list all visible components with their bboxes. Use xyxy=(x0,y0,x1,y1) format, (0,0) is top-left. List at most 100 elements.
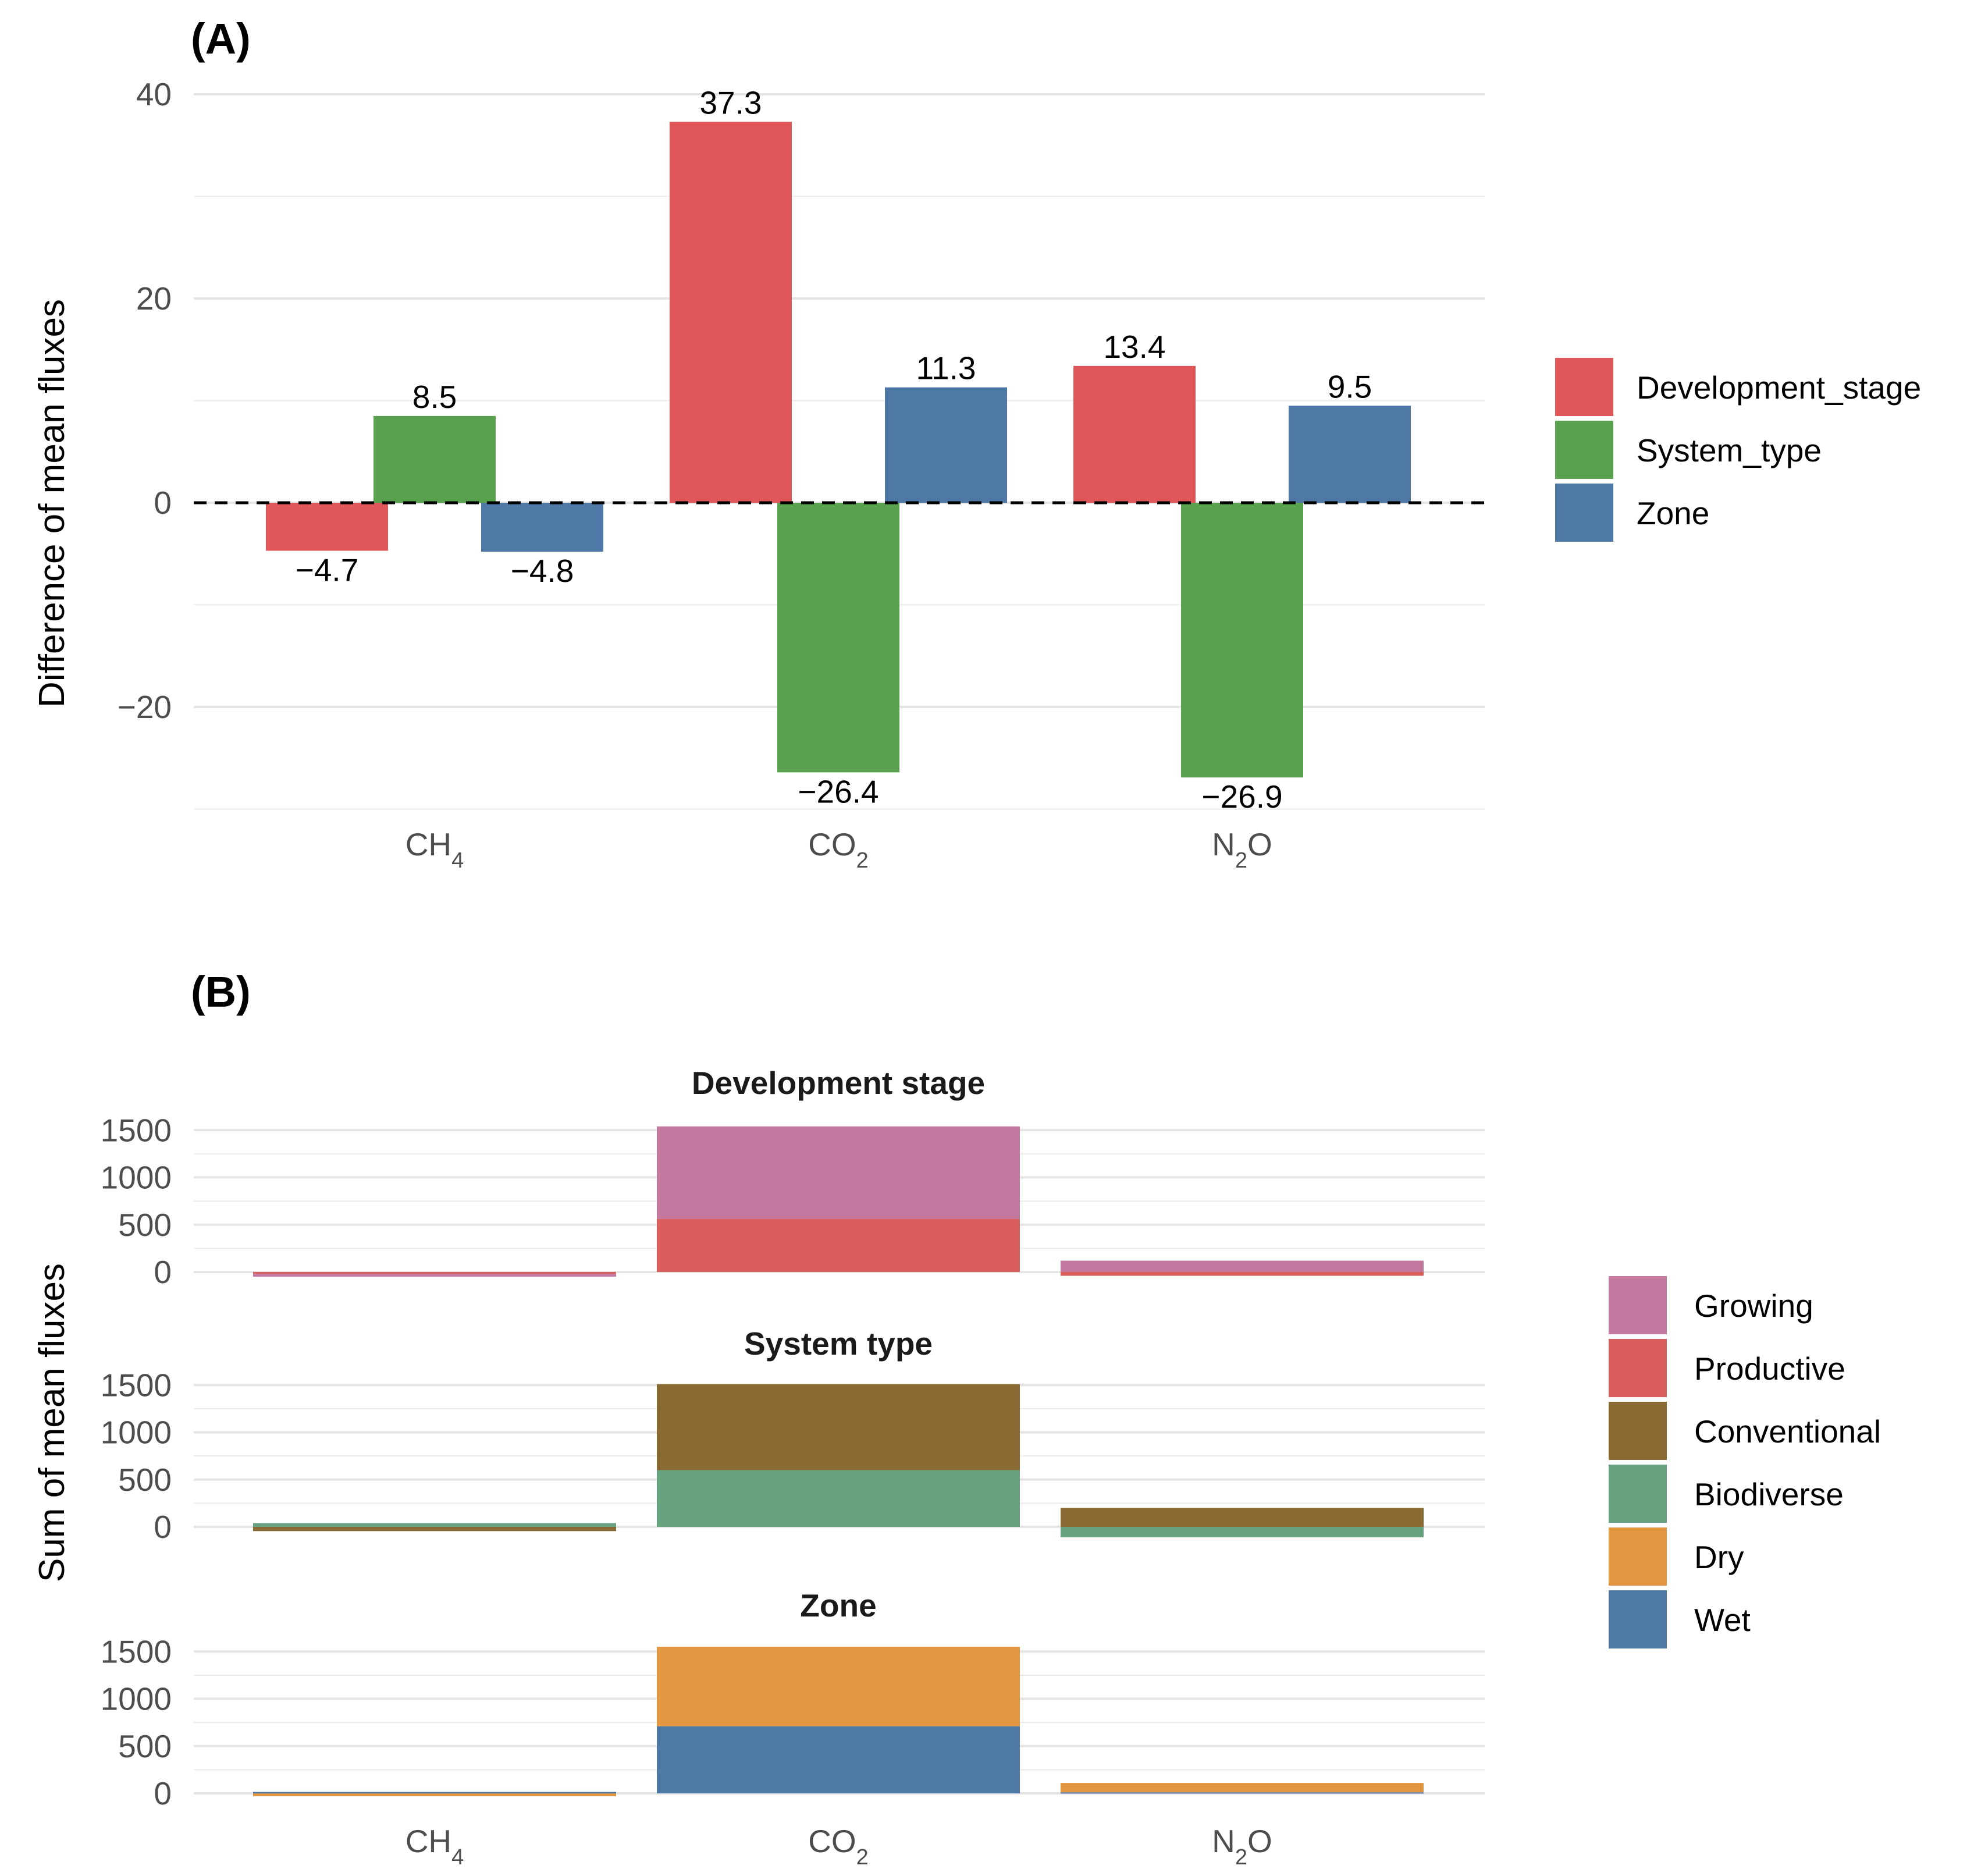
bar-zone-ch4 xyxy=(481,503,603,552)
bar-system-type-n2o xyxy=(1181,503,1303,778)
panel-a-x-tick-n2o-tail: O xyxy=(1247,826,1272,862)
panel-b-x-tick-ch4-base: CH xyxy=(406,1823,451,1859)
panel-a-x-tick-ch4: CH4 xyxy=(406,826,464,873)
stacked-bar-dry-n2o xyxy=(1061,1783,1424,1793)
panel-b-x-tick-co2: CO2 xyxy=(808,1823,869,1870)
panel-a-x-tick-n2o-base: N xyxy=(1212,826,1235,862)
panel-b-x-tick-n2o-base: N xyxy=(1212,1823,1235,1859)
panel-a-y-axis-title: Difference of mean fluxes xyxy=(32,299,72,708)
facet-zone: 0 500 1000 1500 Zone xyxy=(101,1587,1485,1811)
stacked-bar-conventional-n2o xyxy=(1061,1508,1424,1527)
panel-b-x-tick-co2-base: CO xyxy=(808,1823,856,1859)
stacked-bar-conventional-co2 xyxy=(657,1384,1020,1470)
facet-strip-title: Zone xyxy=(800,1587,876,1623)
facet-strip-title: System type xyxy=(744,1326,933,1362)
legend-key-productive xyxy=(1609,1339,1667,1397)
stacked-bar-productive-co2 xyxy=(657,1219,1020,1272)
stacked-bar-wet-n2o xyxy=(1061,1792,1424,1794)
bar-zone-n2o xyxy=(1289,406,1411,503)
stacked-bar-growing-n2o xyxy=(1061,1260,1424,1272)
panel-a-y-tick-label: 0 xyxy=(154,485,172,521)
stacked-bar-biodiverse-n2o xyxy=(1061,1527,1424,1537)
legend-label: Dry xyxy=(1694,1539,1744,1575)
stacked-bar-productive-ch4 xyxy=(253,1272,616,1274)
panel-b-y-tick-label: 0 xyxy=(154,1775,172,1811)
panel-b-x-tick-ch4: CH4 xyxy=(406,1823,464,1870)
panel-b-y-tick-label: 1500 xyxy=(101,1367,172,1403)
legend-key-wet xyxy=(1609,1590,1667,1648)
legend-key-biodiverse xyxy=(1609,1465,1667,1523)
data-label: −26.9 xyxy=(1201,779,1282,815)
bar-development-stage-co2 xyxy=(670,122,792,503)
panel-b-legend: Growing Productive Conventional Biodiverse D… xyxy=(1609,1276,1881,1648)
legend-key-growing xyxy=(1609,1276,1667,1334)
panel-a-label: (A) xyxy=(191,15,251,63)
panel-b-x-tick-ch4-subscript: 4 xyxy=(451,1845,464,1870)
legend-label: Conventional xyxy=(1694,1413,1881,1449)
panel-a-x-tick-co2: CO2 xyxy=(808,826,869,873)
panel-b-y-tick-label: 1000 xyxy=(101,1415,172,1451)
stacked-bar-wet-ch4 xyxy=(253,1792,616,1793)
facet-strip-title: Development stage xyxy=(692,1065,985,1101)
panel-b-y-tick-label: 0 xyxy=(154,1509,172,1545)
stacked-bar-growing-co2 xyxy=(657,1126,1020,1219)
legend-key-development-stage xyxy=(1555,358,1613,416)
panel-a-y-tick-label: 40 xyxy=(136,76,172,112)
panel-b-x-tick-n2o-subscript: 2 xyxy=(1235,1845,1247,1870)
panel-b-y-tick-label: 500 xyxy=(118,1462,172,1498)
bar-development-stage-n2o xyxy=(1073,365,1196,503)
panel-b-y-tick-label: 1000 xyxy=(101,1160,172,1196)
legend-label: Zone xyxy=(1637,495,1709,531)
panel-a-x-tick-n2o: N2O xyxy=(1212,826,1272,873)
panel-b-y-tick-label: 500 xyxy=(118,1207,172,1243)
facet-system-type: 0 500 1000 1500 System type xyxy=(101,1326,1485,1545)
stacked-bar-dry-ch4 xyxy=(253,1793,616,1796)
stacked-bar-biodiverse-co2 xyxy=(657,1470,1020,1527)
stacked-bar-growing-ch4 xyxy=(253,1274,616,1277)
panel-a-y-tick-label: −20 xyxy=(118,689,172,725)
bar-system-type-co2 xyxy=(777,503,899,773)
stacked-bar-conventional-ch4 xyxy=(253,1527,616,1532)
data-label: −4.8 xyxy=(511,553,574,589)
stacked-bar-wet-co2 xyxy=(657,1726,1020,1793)
panel-b-y-tick-label: 1000 xyxy=(101,1681,172,1717)
data-label: −26.4 xyxy=(798,773,878,809)
data-label: 9.5 xyxy=(1328,368,1372,404)
panel-b-x-tick-co2-subscript: 2 xyxy=(856,1845,869,1870)
legend-label: Biodiverse xyxy=(1694,1476,1844,1512)
panel-b-y-tick-label: 1500 xyxy=(101,1112,172,1148)
legend-label: System_type xyxy=(1637,432,1822,468)
panel-b-label: (B) xyxy=(191,968,251,1016)
panel-a-y-tick-label: 20 xyxy=(136,280,172,317)
panel-b-y-tick-label: 1500 xyxy=(101,1633,172,1669)
bar-development-stage-ch4 xyxy=(266,503,388,551)
legend-key-conventional xyxy=(1609,1402,1667,1460)
panel-b-y-axis-title: Sum of mean fluxes xyxy=(32,1263,72,1582)
stacked-bar-dry-co2 xyxy=(657,1647,1020,1726)
panel-b-plot: 0 500 1000 1500 Development stage 0 500 1000 150… xyxy=(101,1065,1485,1870)
panel-b-x-tick-n2o-tail: O xyxy=(1247,1823,1272,1859)
stacked-bar-productive-n2o xyxy=(1061,1272,1424,1276)
stacked-bar-biodiverse-ch4 xyxy=(253,1523,616,1527)
panel-a-x-tick-ch4-base: CH xyxy=(406,826,451,862)
panel-a-plot: −20 0 20 40 −4.7 37.3 13.4 8.5 −26.4 −26.9 −4.8 11.… xyxy=(118,76,1485,873)
panel-a-x-tick-co2-subscript: 2 xyxy=(856,848,869,873)
panel-a-x-tick-ch4-subscript: 4 xyxy=(451,848,464,873)
legend-label: Growing xyxy=(1694,1288,1813,1324)
legend-key-dry xyxy=(1609,1527,1667,1586)
legend-label: Wet xyxy=(1694,1602,1751,1638)
panel-a-legend: Development_stage System_type Zone xyxy=(1555,358,1921,542)
panel-a-x-tick-n2o-subscript: 2 xyxy=(1235,848,1247,873)
legend-label: Productive xyxy=(1694,1351,1845,1387)
panel-b-y-tick-label: 500 xyxy=(118,1728,172,1764)
data-label: 13.4 xyxy=(1103,329,1165,365)
panel-b-y-tick-label: 0 xyxy=(154,1254,172,1290)
facet-development-stage: 0 500 1000 1500 Development stage xyxy=(101,1065,1485,1290)
panel-a-x-tick-co2-base: CO xyxy=(808,826,856,862)
legend-key-zone xyxy=(1555,484,1613,542)
bar-system-type-ch4 xyxy=(374,415,496,503)
legend-label: Development_stage xyxy=(1637,369,1921,406)
data-label: 11.3 xyxy=(916,350,976,386)
